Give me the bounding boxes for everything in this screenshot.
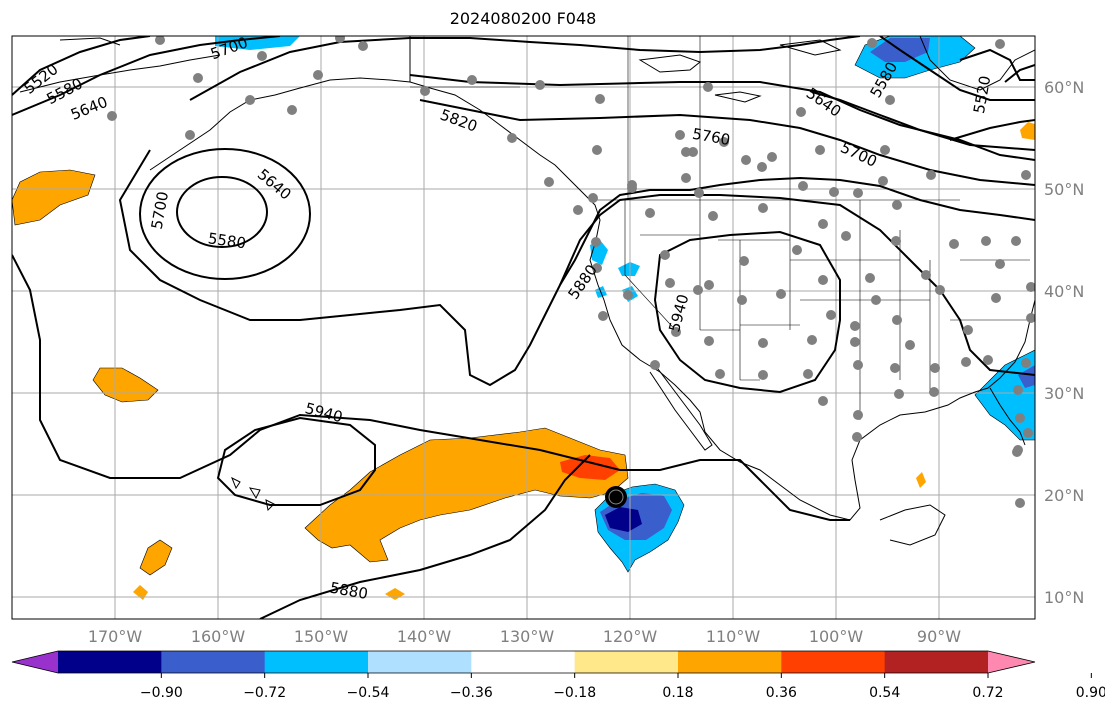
colorbar-segment — [884, 651, 989, 673]
graticule — [12, 36, 1035, 619]
lat-label: 20°N — [1044, 486, 1084, 505]
colorbar-tick-label: 0.36 — [766, 685, 797, 701]
colorbar-segment — [58, 651, 162, 673]
colorbar-segment — [264, 651, 369, 673]
lon-label: 170°W — [88, 627, 143, 646]
colorbar-segment — [471, 651, 576, 673]
lat-label: 60°N — [1044, 78, 1084, 97]
colorbar-segment — [574, 651, 679, 673]
colorbar-tick-label: −0.18 — [553, 685, 596, 701]
lon-label: 100°W — [809, 627, 864, 646]
lat-label: 40°N — [1044, 282, 1084, 301]
map-title: 2024080200 F048 — [449, 9, 597, 28]
lon-label: 90°W — [917, 627, 961, 646]
colorbar-tick-label: 0.72 — [972, 685, 1003, 701]
colorbar-tick-label: −0.54 — [347, 685, 390, 701]
colorbar-tick-label: −0.90 — [140, 685, 183, 701]
lon-label: 130°W — [500, 627, 555, 646]
lat-label: 10°N — [1044, 588, 1084, 607]
colorbar-extend-high — [988, 651, 1035, 673]
map-frame — [11, 35, 1036, 620]
lon-label: 150°W — [294, 627, 349, 646]
colorbar-segment — [781, 651, 886, 673]
height-contours — [12, 36, 1035, 619]
coastlines — [19, 36, 1035, 546]
political-borders — [410, 36, 1030, 420]
lat-label: 50°N — [1044, 180, 1084, 199]
lat-label: 30°N — [1044, 384, 1084, 403]
storm-center-icon — [605, 486, 627, 508]
colorbar-tick-label: −0.72 — [243, 685, 286, 701]
observation-stations — [107, 36, 1035, 508]
colorbar-extend-low — [12, 651, 58, 673]
lon-label: 120°W — [603, 627, 658, 646]
colorbar-tick-label: 0.18 — [662, 685, 693, 701]
colorbar-tick-label: 0.54 — [869, 685, 900, 701]
colorbar-segment — [368, 651, 472, 673]
longitude-labels: 170°W 160°W 150°W 140°W 130°W 120°W 110°… — [88, 627, 961, 646]
lon-label: 110°W — [706, 627, 761, 646]
latitude-labels: 60°N 50°N 40°N 30°N 20°N 10°N — [1044, 78, 1084, 607]
colorbar-tick-label: −0.36 — [450, 685, 493, 701]
lon-label: 160°W — [191, 627, 246, 646]
lon-label: 140°W — [397, 627, 452, 646]
contour-label: 5580 — [207, 229, 247, 252]
colorbar-outline — [11, 650, 1036, 674]
colorbar: −0.90 −0.72 −0.54 −0.36 −0.18 0.18 0.36 0.54 0.7… — [11, 650, 1105, 701]
colorbar-segment — [678, 651, 782, 673]
colorbar-tick-label: 0.90 — [1076, 685, 1105, 701]
map-background — [12, 36, 1035, 619]
colorbar-segment — [161, 651, 266, 673]
